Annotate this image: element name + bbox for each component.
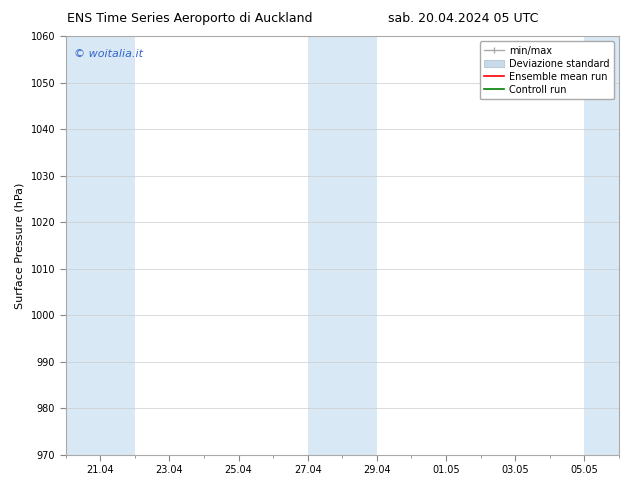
Bar bbox=[307, 36, 377, 455]
Text: sab. 20.04.2024 05 UTC: sab. 20.04.2024 05 UTC bbox=[387, 12, 538, 25]
Bar bbox=[65, 36, 135, 455]
Y-axis label: Surface Pressure (hPa): Surface Pressure (hPa) bbox=[15, 182, 25, 309]
Bar bbox=[585, 36, 619, 455]
Text: © woitalia.it: © woitalia.it bbox=[74, 49, 143, 59]
Legend: min/max, Deviazione standard, Ensemble mean run, Controll run: min/max, Deviazione standard, Ensemble m… bbox=[479, 41, 614, 99]
Text: ENS Time Series Aeroporto di Auckland: ENS Time Series Aeroporto di Auckland bbox=[67, 12, 313, 25]
